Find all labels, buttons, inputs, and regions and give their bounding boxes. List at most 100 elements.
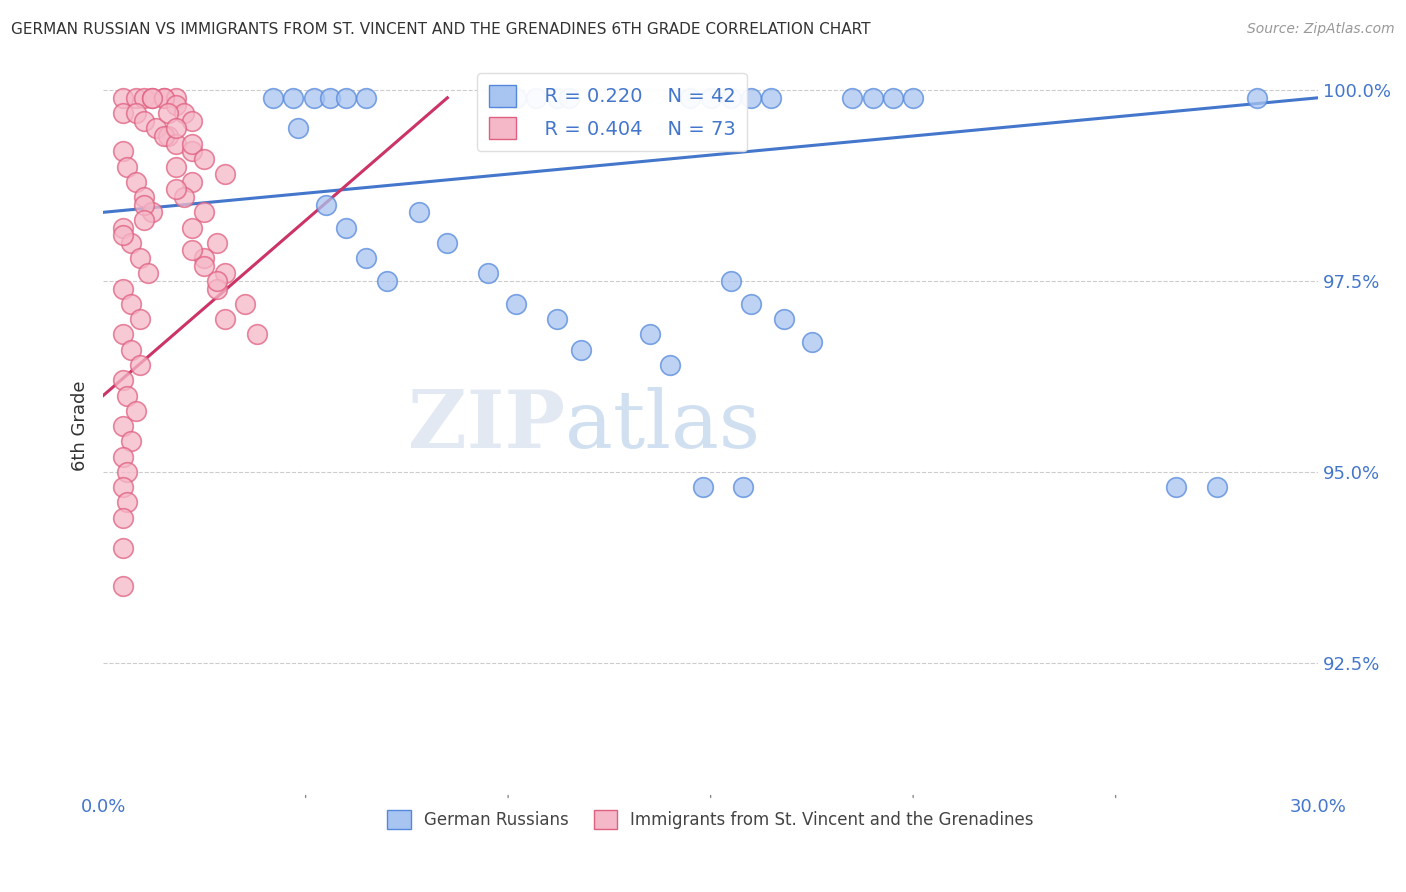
Point <box>205 235 228 250</box>
Point <box>128 251 150 265</box>
Point <box>262 91 284 105</box>
Point <box>124 175 146 189</box>
Point <box>112 419 135 434</box>
Point <box>117 160 139 174</box>
Point <box>165 160 187 174</box>
Text: atlas: atlas <box>565 387 761 465</box>
Point <box>862 91 884 105</box>
Point <box>800 335 823 350</box>
Point <box>181 145 204 159</box>
Point <box>112 480 135 494</box>
Point <box>145 121 167 136</box>
Point <box>121 434 143 449</box>
Point <box>505 297 527 311</box>
Point <box>901 91 924 105</box>
Point <box>356 251 378 265</box>
Text: GERMAN RUSSIAN VS IMMIGRANTS FROM ST. VINCENT AND THE GRENADINES 6TH GRADE CORRE: GERMAN RUSSIAN VS IMMIGRANTS FROM ST. VI… <box>11 22 870 37</box>
Point <box>141 91 163 105</box>
Point <box>132 213 155 227</box>
Point <box>112 220 135 235</box>
Point <box>659 358 682 372</box>
Point <box>141 91 163 105</box>
Point <box>193 251 215 265</box>
Point <box>112 579 135 593</box>
Point <box>638 327 661 342</box>
Point <box>761 91 783 105</box>
Point <box>153 128 176 143</box>
Point <box>679 91 702 105</box>
Point <box>165 121 187 136</box>
Point <box>569 343 592 357</box>
Point <box>319 91 342 105</box>
Point <box>436 235 458 250</box>
Point <box>720 274 742 288</box>
Point <box>302 91 325 105</box>
Point <box>112 91 135 105</box>
Point <box>124 91 146 105</box>
Point <box>375 274 398 288</box>
Point <box>205 274 228 288</box>
Point <box>335 91 357 105</box>
Point <box>526 91 548 105</box>
Point <box>117 495 139 509</box>
Point <box>124 106 146 120</box>
Point <box>214 167 236 181</box>
Point <box>112 373 135 387</box>
Point <box>112 450 135 464</box>
Point <box>156 106 179 120</box>
Point <box>181 113 204 128</box>
Text: Source: ZipAtlas.com: Source: ZipAtlas.com <box>1247 22 1395 37</box>
Point <box>181 175 204 189</box>
Point <box>546 312 568 326</box>
Y-axis label: 6th Grade: 6th Grade <box>72 381 89 471</box>
Point <box>181 244 204 258</box>
Point <box>181 136 204 151</box>
Point <box>156 128 179 143</box>
Point <box>136 267 159 281</box>
Point <box>214 312 236 326</box>
Point <box>128 358 150 372</box>
Point <box>165 91 187 105</box>
Point <box>740 91 762 105</box>
Point <box>124 404 146 418</box>
Point <box>731 480 754 494</box>
Point <box>841 91 863 105</box>
Point <box>477 267 499 281</box>
Point <box>205 282 228 296</box>
Point <box>246 327 269 342</box>
Point <box>1166 480 1188 494</box>
Point <box>141 205 163 219</box>
Point <box>408 205 430 219</box>
Point <box>112 145 135 159</box>
Point <box>132 113 155 128</box>
Point <box>121 297 143 311</box>
Point <box>233 297 256 311</box>
Point <box>181 220 204 235</box>
Legend: German Russians, Immigrants from St. Vincent and the Grenadines: German Russians, Immigrants from St. Vin… <box>381 803 1040 836</box>
Point <box>117 465 139 479</box>
Point <box>214 267 236 281</box>
Point <box>882 91 904 105</box>
Point <box>117 388 139 402</box>
Point <box>558 91 581 105</box>
Point <box>121 343 143 357</box>
Point <box>692 480 714 494</box>
Point <box>165 98 187 112</box>
Point <box>193 259 215 273</box>
Point <box>153 91 176 105</box>
Point <box>132 91 155 105</box>
Point <box>1205 480 1227 494</box>
Point <box>287 121 309 136</box>
Point <box>112 510 135 524</box>
Point <box>335 220 357 235</box>
Point <box>112 327 135 342</box>
Point <box>315 197 337 211</box>
Point <box>740 297 762 311</box>
Point <box>283 91 305 105</box>
Point <box>165 182 187 196</box>
Point <box>165 136 187 151</box>
Point <box>699 91 721 105</box>
Point <box>489 91 512 105</box>
Point <box>772 312 794 326</box>
Point <box>132 190 155 204</box>
